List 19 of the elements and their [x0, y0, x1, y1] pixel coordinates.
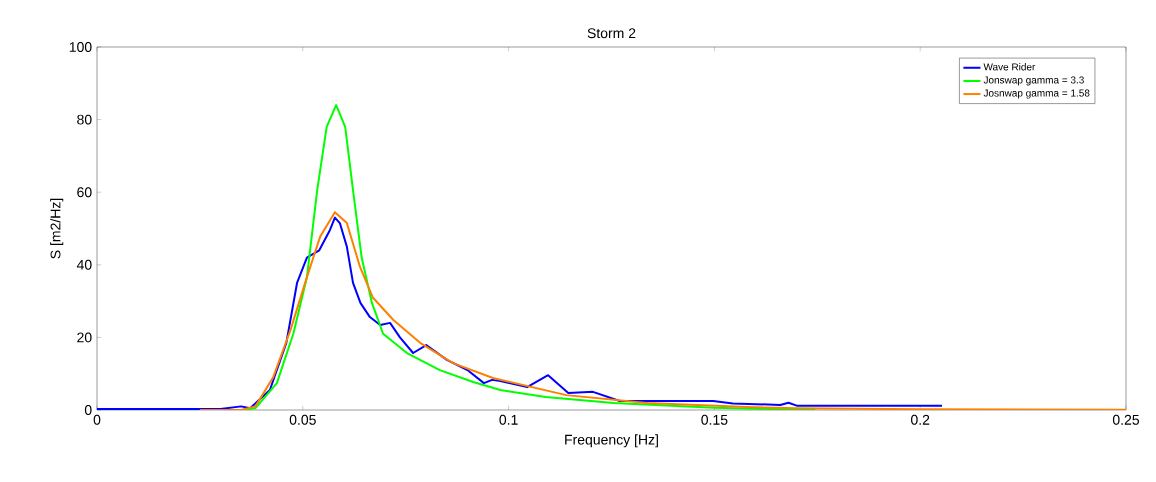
- x-tick-label: 0.25: [1112, 414, 1140, 425]
- x-tick-label: 0.1: [499, 414, 518, 425]
- x-axis-title: Frequency [Hz]: [565, 434, 658, 448]
- y-tick-label: 80: [77, 114, 92, 125]
- y-tick-label: 60: [77, 187, 92, 198]
- x-tick-label: 0.05: [289, 414, 316, 425]
- y-tick-label: 20: [77, 332, 92, 343]
- y-tick-label: 0: [84, 405, 92, 415]
- legend-label: Josnwap gamma = 1.58: [983, 89, 1090, 99]
- chart-title: Storm 2: [587, 28, 636, 39]
- line-series: [198, 211, 1126, 411]
- y-tick-label: 40: [76, 259, 92, 270]
- legend-label: Jonswap gamma = 3.3: [983, 76, 1084, 86]
- x-tick-label: 0.15: [701, 414, 728, 425]
- y-axis-title: S [m2/Hz]: [50, 198, 64, 259]
- y-tick-label: 100: [69, 42, 92, 52]
- x-tick-label: 0: [93, 414, 101, 425]
- legend-label: Wave Rider: [983, 63, 1036, 71]
- x-tick-label: 0.2: [911, 414, 930, 425]
